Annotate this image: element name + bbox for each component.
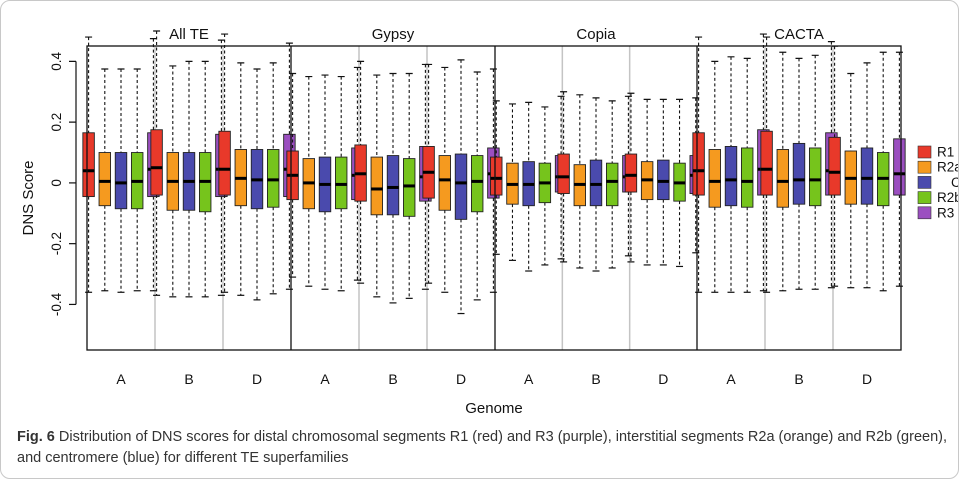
legend-swatch [917, 176, 932, 189]
y-tick-label: -0.4 [49, 292, 64, 316]
box-r3 [893, 138, 906, 196]
x-tick-label: A [726, 371, 736, 387]
box-c [657, 159, 670, 201]
box-r2b [606, 162, 619, 207]
box-r1 [218, 130, 231, 196]
x-tick-label: D [862, 371, 872, 387]
caption-label: Fig. 6 [17, 429, 55, 445]
y-tick-label: 0 [49, 179, 64, 187]
x-axis-label: Genome [465, 400, 523, 417]
box-r1 [490, 156, 503, 196]
legend-swatch [917, 160, 932, 174]
box-c [792, 142, 806, 205]
box-r2a [98, 152, 112, 207]
legend-swatch [917, 206, 932, 220]
panel-title: CACTA [774, 26, 824, 43]
x-tick-label: A [524, 371, 534, 387]
legend-label: R2b [937, 190, 958, 205]
legend-swatch [917, 191, 932, 204]
legend-label: C [951, 175, 958, 190]
legend-label: R2a [937, 160, 958, 175]
figure-caption: Fig. 6 Distribution of DNS scores for di… [17, 427, 947, 469]
caption-text: Distribution of DNS scores for distal ch… [17, 429, 948, 466]
x-tick-label: D [658, 371, 668, 387]
panel-title: All TE [169, 26, 209, 43]
box-c [724, 145, 738, 207]
box-r2b [741, 147, 754, 208]
box-c [114, 152, 128, 210]
box-r2b [471, 155, 484, 213]
x-tick-label: B [388, 371, 397, 387]
box-c [860, 147, 874, 205]
x-tick-label: D [456, 371, 466, 387]
y-tick-label: 0.2 [49, 113, 64, 132]
panel-title: Copia [576, 26, 616, 43]
box-r2b [267, 149, 280, 208]
y-axis-label: DNS Score [20, 160, 37, 235]
x-tick-label: B [591, 371, 600, 387]
box-r1 [828, 136, 841, 196]
box-r1 [692, 132, 705, 196]
x-tick-label: B [184, 371, 193, 387]
box-r2a [370, 156, 383, 216]
legend-label: R3 [937, 205, 954, 220]
box-c [454, 153, 468, 220]
x-tick-label: B [794, 371, 803, 387]
panel-title: Gypsy [372, 26, 415, 43]
y-tick-label: -0.2 [49, 232, 64, 255]
plot-frame [86, 45, 902, 351]
x-tick-label: D [252, 371, 262, 387]
x-tick-label: A [320, 371, 330, 387]
legend-swatch [917, 145, 932, 159]
box-r2a [776, 149, 789, 208]
box-r2a [708, 149, 721, 208]
box-c [386, 155, 400, 216]
box-r2b [809, 147, 822, 207]
box-r1 [557, 153, 570, 194]
box-r1 [624, 153, 638, 193]
box-r1 [760, 130, 773, 196]
box-r2b [403, 158, 416, 217]
box-r2a [438, 155, 451, 211]
box-r2b [335, 156, 348, 210]
box-r1 [150, 129, 163, 196]
boxplot-chart: A B D A B D A B D A B D All TE Gypsy Copia CACTA -0.4 -0.… [20, 26, 958, 417]
y-tick-label: 0.4 [49, 52, 64, 71]
box-c [589, 159, 603, 207]
legend-label: R1 [937, 145, 954, 160]
box-r1 [82, 132, 95, 198]
x-tick-label: A [116, 371, 126, 387]
